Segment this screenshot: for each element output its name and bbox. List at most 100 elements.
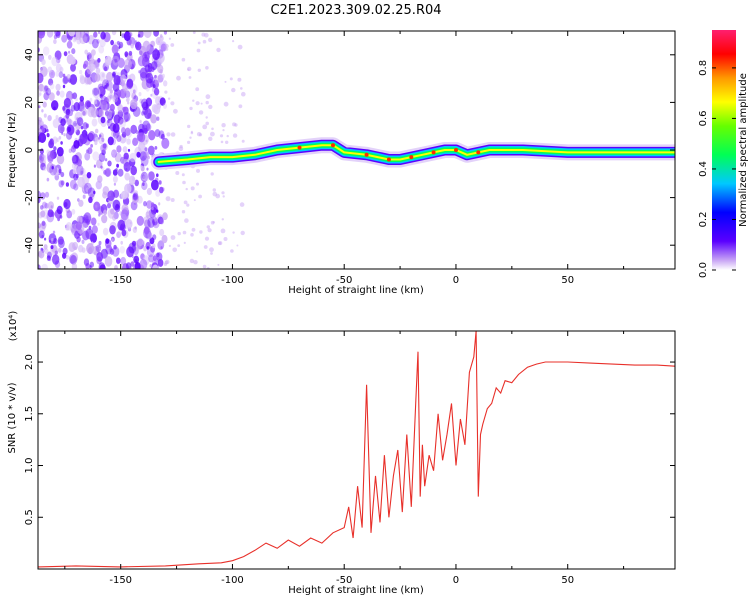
noise-speckle bbox=[156, 209, 159, 213]
bottom-y-axis-label: SNR (10 * v/v) bbox=[7, 382, 18, 453]
noise-speckle bbox=[152, 264, 159, 269]
noise-speckle bbox=[94, 73, 101, 82]
noise-speckle bbox=[85, 149, 89, 154]
noise-speckle bbox=[123, 31, 131, 42]
ridge-hotspot bbox=[476, 150, 481, 155]
noise-speckle bbox=[46, 177, 50, 182]
noise-speckle bbox=[78, 199, 84, 207]
noise-speckle bbox=[145, 123, 152, 132]
noise-speckle bbox=[142, 174, 146, 179]
noise-speckle bbox=[89, 261, 95, 268]
noise-speckle bbox=[113, 189, 120, 198]
noise-speckle bbox=[38, 135, 41, 143]
colorbar-gradient bbox=[712, 30, 736, 270]
noise-speckle bbox=[92, 87, 101, 99]
noise-speckle bbox=[73, 102, 81, 112]
noise-speckle bbox=[97, 222, 100, 226]
noise-speckle bbox=[98, 31, 101, 35]
noise-speckle bbox=[100, 31, 106, 40]
noise-speckle bbox=[117, 116, 124, 125]
snr-line bbox=[38, 331, 675, 568]
noise-speckle bbox=[111, 149, 118, 158]
noise-speckle bbox=[50, 245, 54, 250]
noise-speckle bbox=[95, 204, 98, 208]
noise-speckle bbox=[193, 260, 198, 265]
noise-speckle bbox=[189, 136, 192, 139]
noise-speckle bbox=[224, 80, 227, 83]
noise-speckle bbox=[80, 125, 84, 130]
noise-speckle bbox=[59, 66, 64, 73]
noise-speckle bbox=[139, 120, 142, 124]
x-tick-label: -100 bbox=[221, 575, 244, 586]
noise-speckle bbox=[52, 254, 60, 265]
noise-speckle bbox=[190, 233, 194, 237]
noise-speckle bbox=[93, 190, 96, 195]
noise-speckle bbox=[46, 255, 51, 261]
noise-speckle bbox=[126, 138, 131, 145]
noise-speckle bbox=[210, 172, 214, 176]
noise-speckle bbox=[79, 133, 88, 145]
noise-speckle bbox=[57, 247, 62, 253]
noise-speckle bbox=[58, 71, 64, 78]
noise-speckle bbox=[48, 92, 55, 101]
noise-speckle bbox=[112, 123, 120, 133]
noise-speckle bbox=[205, 116, 208, 119]
noise-speckle bbox=[91, 225, 98, 234]
noise-speckle bbox=[124, 87, 129, 94]
noise-speckle bbox=[168, 244, 171, 247]
noise-speckle bbox=[63, 51, 68, 57]
y-multiplier-label: (x10⁴) bbox=[8, 311, 19, 342]
noise-speckle bbox=[207, 228, 212, 233]
noise-speckle bbox=[110, 39, 114, 46]
noise-speckle bbox=[210, 131, 215, 137]
noise-speckle bbox=[112, 71, 116, 77]
noise-speckle bbox=[108, 126, 111, 129]
noise-speckle bbox=[170, 43, 175, 47]
noise-speckle bbox=[44, 85, 50, 93]
noise-speckle bbox=[127, 101, 130, 105]
noise-speckle bbox=[205, 66, 209, 70]
noise-speckle bbox=[216, 47, 221, 53]
noise-speckle bbox=[241, 91, 246, 97]
noise-speckle bbox=[101, 137, 105, 142]
noise-speckle bbox=[120, 240, 123, 245]
noise-speckle bbox=[166, 132, 171, 137]
noise-speckle bbox=[139, 67, 148, 79]
noise-speckle bbox=[184, 218, 189, 223]
noise-speckle bbox=[136, 215, 144, 226]
noise-speckle bbox=[102, 227, 109, 236]
noise-speckle bbox=[86, 101, 91, 108]
noise-speckles bbox=[38, 31, 246, 269]
noise-speckle bbox=[38, 250, 45, 259]
noise-speckle bbox=[62, 106, 66, 111]
noise-speckle bbox=[47, 154, 54, 163]
noise-speckle bbox=[99, 38, 106, 48]
noise-speckle bbox=[103, 209, 108, 216]
noise-speckle bbox=[53, 39, 57, 45]
noise-speckle bbox=[62, 76, 68, 85]
noise-speckle bbox=[86, 52, 92, 60]
noise-speckle bbox=[148, 208, 156, 219]
noise-speckle bbox=[238, 104, 243, 109]
y-tick-label: 1.5 bbox=[24, 406, 35, 422]
noise-speckle bbox=[46, 149, 50, 155]
noise-speckle bbox=[177, 244, 181, 248]
noise-speckle bbox=[152, 255, 157, 261]
noise-speckle bbox=[152, 84, 156, 89]
noise-speckle bbox=[89, 265, 92, 269]
noise-speckle bbox=[82, 122, 89, 130]
colorbar-tick-label: 0.8 bbox=[698, 60, 709, 76]
noise-speckle bbox=[117, 219, 126, 231]
ridge-hotspot bbox=[297, 145, 302, 150]
noise-speckle bbox=[116, 231, 121, 238]
noise-speckle bbox=[156, 173, 159, 177]
noise-speckle bbox=[70, 63, 76, 72]
noise-speckle bbox=[155, 37, 162, 46]
noise-speckle bbox=[154, 146, 158, 150]
noise-speckle bbox=[176, 75, 181, 81]
noise-speckle bbox=[83, 258, 90, 267]
noise-speckle bbox=[85, 187, 90, 193]
noise-speckle bbox=[196, 182, 199, 186]
noise-speckle bbox=[138, 50, 143, 56]
noise-speckle bbox=[94, 136, 99, 142]
